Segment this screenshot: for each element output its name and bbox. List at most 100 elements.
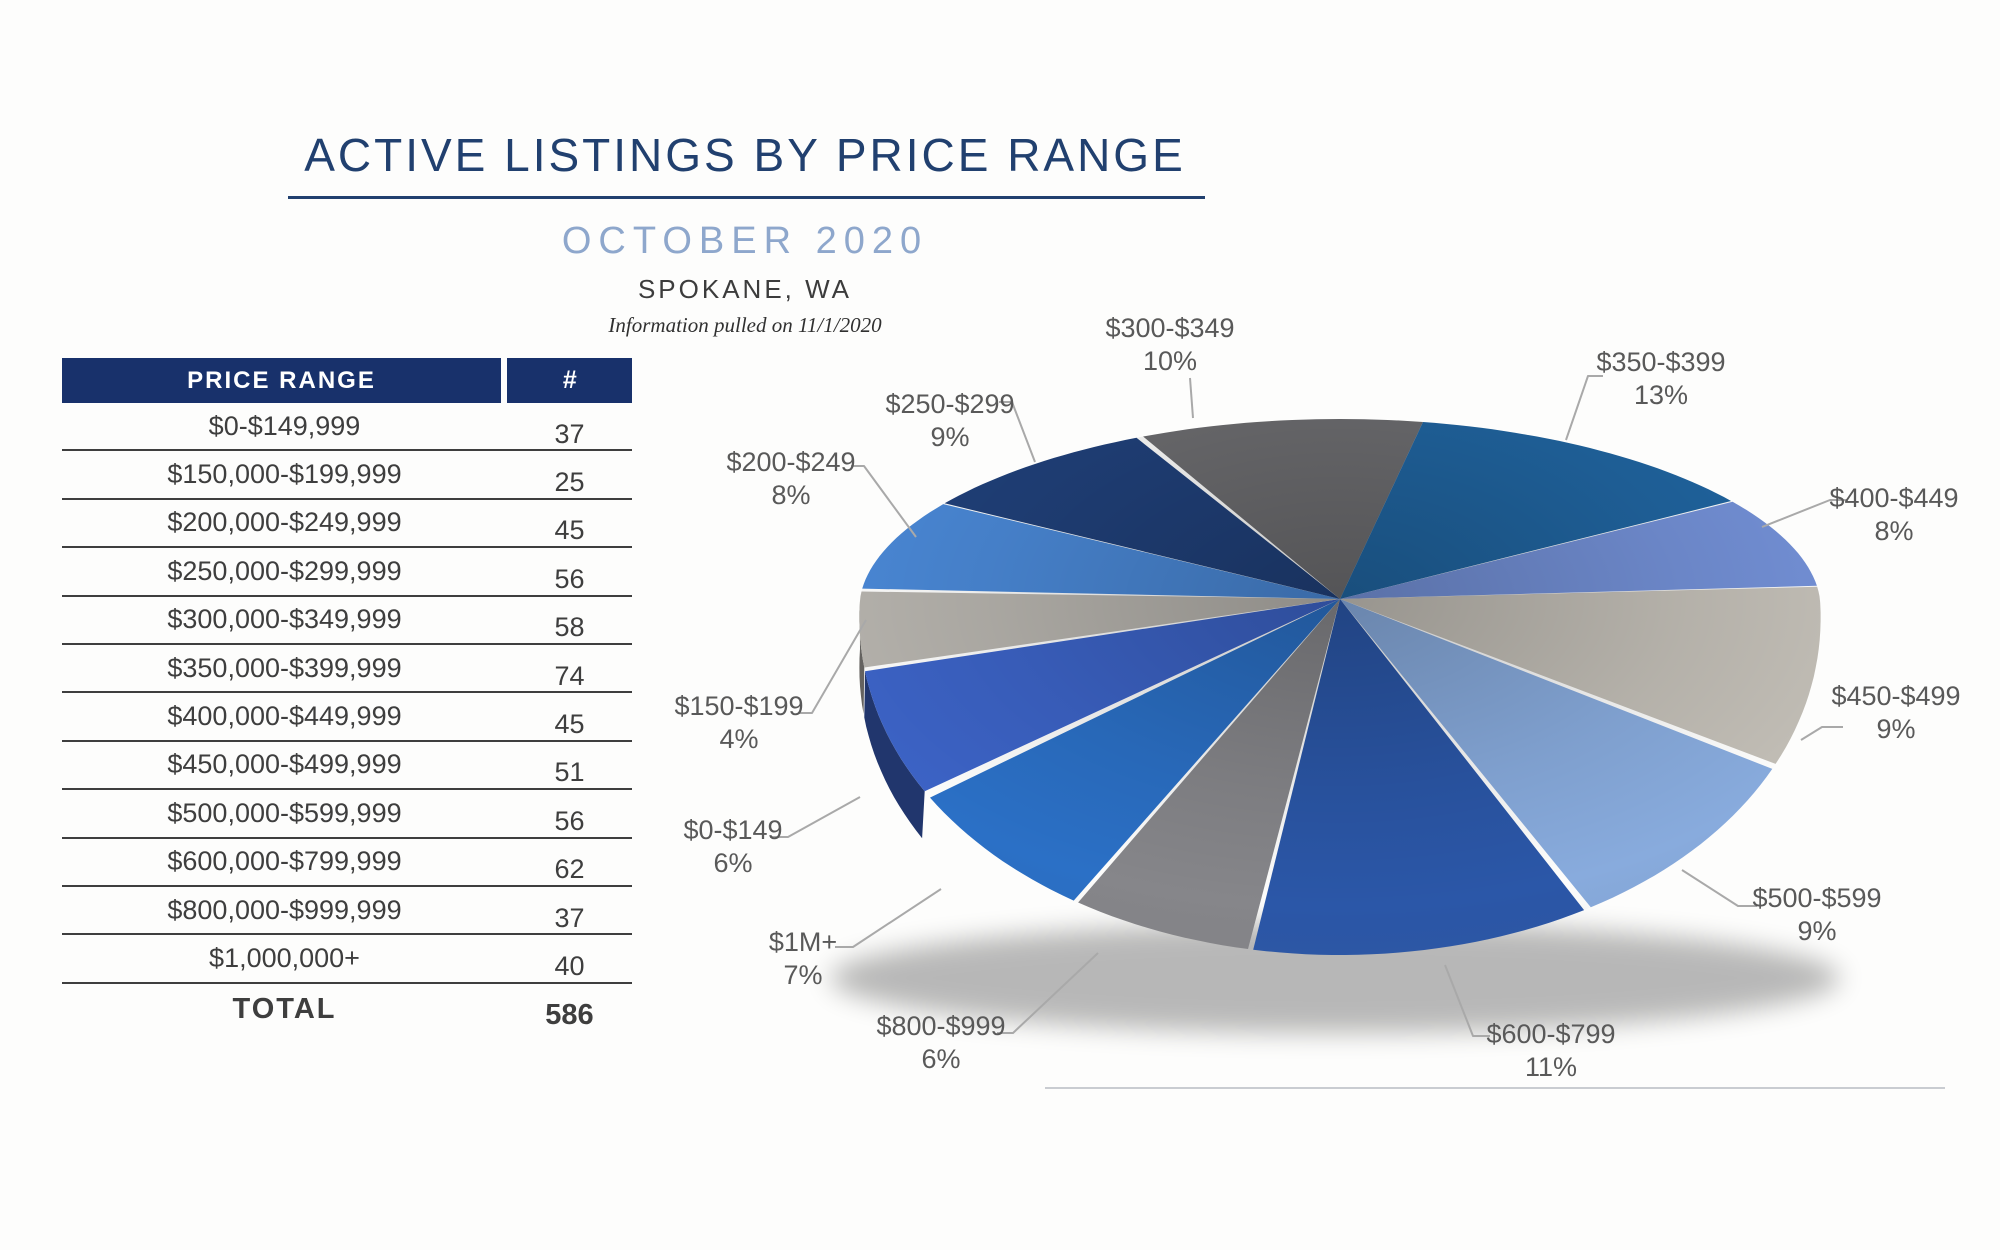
leader-line-$350-$399 — [1565, 375, 1603, 441]
table-row: $1,000,000+ 40 — [62, 935, 632, 984]
table-row: $400,000-$449,999 45 — [62, 693, 632, 742]
pie-label-$450-$499: $450-$499 9% — [1831, 680, 1960, 746]
pie-label-$200-$249: $200-$249 8% — [726, 446, 855, 512]
cell-price-range: $0-$149,999 — [208, 410, 361, 441]
cell-price-range: $500,000-$599,999 — [167, 797, 402, 828]
pie-label-$150-$199: $150-$199 4% — [674, 690, 803, 756]
pie-label-percent: 8% — [1874, 516, 1914, 546]
pie-label-percent: 10% — [1142, 346, 1198, 376]
column-header-count: # — [507, 358, 632, 403]
table-row: $0-$149,999 37 — [62, 403, 632, 452]
table-row: $350,000-$399,999 74 — [62, 645, 632, 694]
cell-count: 45 — [554, 515, 585, 546]
cell-count: 37 — [554, 902, 585, 933]
pie-label-$0-$149: $0-$149 6% — [683, 814, 782, 880]
cell-count: 58 — [554, 612, 585, 643]
table-row: $150,000-$199,999 25 — [62, 451, 632, 500]
cell-count: 56 — [554, 805, 585, 836]
leader-line-$800-$999 — [997, 952, 1099, 1034]
pie-label-$250-$299: $250-$299 9% — [885, 388, 1014, 454]
pie-label-range: $600-$799 — [1486, 1019, 1616, 1049]
pie-label-range: $250-$299 — [885, 389, 1015, 419]
page-subtitle: OCTOBER 2020 — [561, 220, 929, 262]
cell-price-range: $300,000-$349,999 — [167, 604, 402, 635]
pie-label-$400-$449: $400-$449 8% — [1829, 482, 1958, 548]
cell-count: 62 — [554, 854, 585, 885]
total-value: 586 — [545, 999, 594, 1032]
pie-label-percent: 9% — [1876, 714, 1916, 744]
table-body: $0-$149,999 37 $150,000-$199,999 25 $200,000… — [62, 403, 632, 984]
cell-price-range: $200,000-$249,999 — [167, 507, 402, 538]
price-range-table: PRICE RANGE # $0-$149,999 37 $150,000-$199… — [62, 358, 632, 1036]
pie-label-range: $300-$349 — [1105, 313, 1235, 343]
cell-price-range: $800,000-$999,999 — [167, 894, 402, 925]
pie-label-range: $450-$499 — [1831, 681, 1961, 711]
leader-line-$450-$499 — [1800, 726, 1843, 741]
pie-label-range: $350-$399 — [1596, 347, 1726, 377]
pie-label-percent: 6% — [713, 848, 753, 878]
pie-label-percent: 7% — [783, 960, 823, 990]
leader-line-$0-$149 — [770, 796, 861, 838]
table-total-row: TOTAL 586 — [62, 984, 632, 1036]
pie-label-range: $150-$199 — [674, 691, 804, 721]
cell-price-range: $600,000-$799,999 — [167, 846, 402, 877]
cell-count: 40 — [554, 950, 585, 981]
cell-price-range: $1,000,000+ — [209, 942, 360, 973]
title-underline — [288, 196, 1205, 199]
pie-label-range: $1M+ — [768, 927, 838, 957]
info-pulled-note: Information pulled on 11/1/2020 — [608, 313, 882, 337]
pie-label-percent: 4% — [719, 724, 759, 754]
pie-label-$800-$999: $800-$999 6% — [876, 1010, 1005, 1076]
leader-line-$150-$199 — [798, 619, 867, 714]
cell-price-range: $250,000-$299,999 — [167, 555, 402, 586]
pie-label-percent: 8% — [771, 480, 811, 510]
leader-lines — [770, 375, 1848, 1037]
table-row: $600,000-$799,999 62 — [62, 839, 632, 887]
cell-price-range: $400,000-$449,999 — [167, 701, 402, 732]
page-title: ACTIVE LISTINGS BY PRICE RANGE — [304, 129, 1186, 181]
pie-label-$350-$399: $350-$399 13% — [1596, 346, 1725, 412]
cell-count: 56 — [554, 563, 585, 594]
pie-label-range: $400-$449 — [1829, 483, 1959, 513]
cell-count: 51 — [554, 757, 585, 788]
pie-label-percent: 9% — [930, 422, 970, 452]
pie-label-range: $500-$599 — [1752, 883, 1882, 913]
cell-count: 45 — [554, 709, 585, 740]
table-row: $250,000-$299,999 56 — [62, 548, 632, 597]
cell-count: 37 — [554, 418, 585, 449]
cell-price-range: $450,000-$499,999 — [167, 749, 402, 780]
pie-label-percent: 6% — [921, 1044, 961, 1074]
cell-price-range: $350,000-$399,999 — [167, 652, 402, 683]
table-row: $450,000-$499,999 51 — [62, 742, 632, 791]
pie-label-$500-$599: $500-$599 9% — [1752, 882, 1881, 948]
pie-label-range: $200-$249 — [726, 447, 856, 477]
leader-line-$300-$349 — [1189, 377, 1194, 419]
table-header-row: PRICE RANGE # — [62, 358, 632, 403]
table-row: $500,000-$599,999 56 — [62, 790, 632, 839]
leader-line-$1M+ — [835, 888, 942, 948]
pie-label-percent: 9% — [1797, 916, 1837, 946]
bottom-divider-line — [1045, 1087, 1945, 1089]
total-label: TOTAL — [232, 993, 337, 1026]
table-row: $300,000-$349,999 58 — [62, 597, 632, 645]
table-row: $200,000-$249,999 45 — [62, 500, 632, 549]
column-header-price-range: PRICE RANGE — [62, 358, 501, 403]
leader-line-$200-$249 — [851, 465, 917, 538]
page-location: SPOKANE, WA — [637, 274, 853, 304]
pie-label-percent: 13% — [1633, 380, 1689, 410]
pie-label-range: $800-$999 — [876, 1011, 1006, 1041]
leader-line-$500-$599 — [1681, 869, 1757, 907]
leader-line-$250-$299 — [999, 401, 1036, 463]
pie-label-$600-$799: $600-$799 11% — [1486, 1018, 1615, 1084]
pie-label-range: $0-$149 — [683, 815, 783, 845]
pie-label-$300-$349: $300-$349 10% — [1105, 312, 1234, 378]
cell-count: 25 — [554, 467, 585, 498]
pie-label-percent: 11% — [1524, 1052, 1578, 1082]
cell-price-range: $150,000-$199,999 — [167, 459, 402, 490]
pie-label-$1M+: $1M+ 7% — [769, 926, 837, 992]
pie-slices — [859, 419, 1821, 955]
cell-count: 74 — [554, 660, 585, 691]
leader-line-$400-$449 — [1761, 499, 1848, 528]
table-row: $800,000-$999,999 37 — [62, 887, 632, 936]
